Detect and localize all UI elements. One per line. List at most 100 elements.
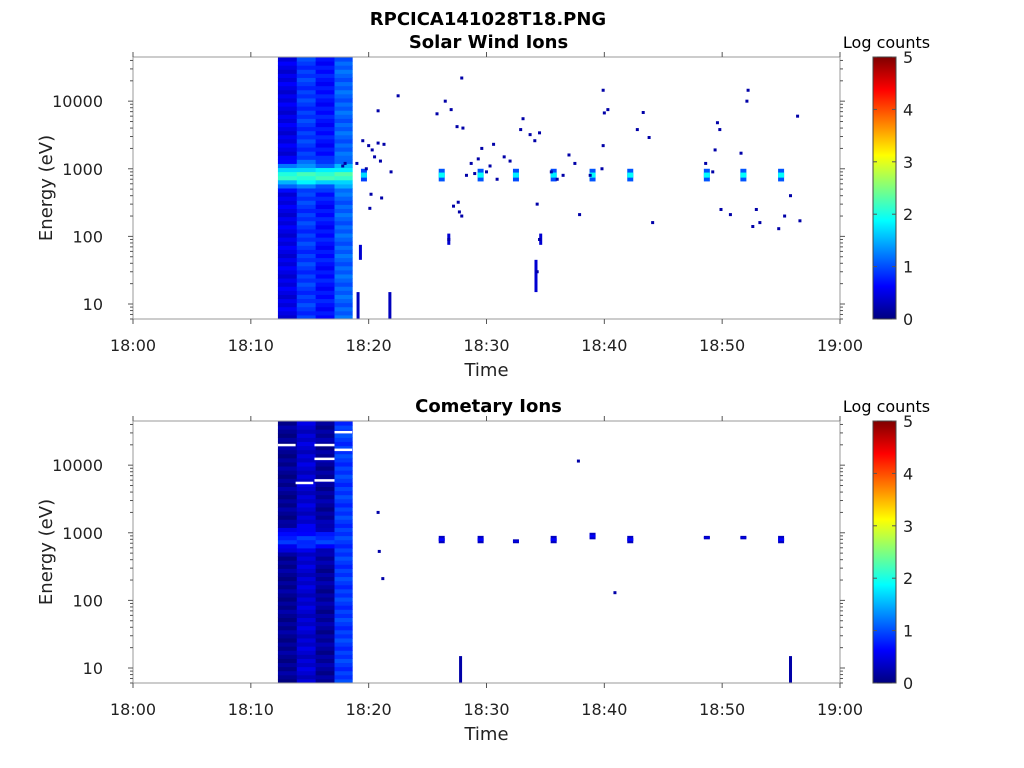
heatmap-cell bbox=[315, 220, 335, 226]
heatmap-cell bbox=[334, 633, 353, 639]
heatmap-cell bbox=[315, 175, 335, 181]
x-tick-label: 18:10 bbox=[228, 700, 274, 719]
heatmap-cell bbox=[296, 257, 317, 263]
y-tick-label: 10 bbox=[83, 295, 103, 314]
heatmap-cell bbox=[315, 114, 335, 119]
heatmap-cell bbox=[277, 200, 298, 205]
burst-cell bbox=[477, 172, 484, 178]
count-dot bbox=[746, 88, 750, 92]
heatmap-cell bbox=[277, 654, 298, 659]
heatmap-cell bbox=[315, 224, 335, 230]
x-tick-label: 18:30 bbox=[463, 700, 509, 719]
heatmap-cell bbox=[277, 637, 298, 643]
streak-cell bbox=[388, 292, 392, 319]
heatmap-cell bbox=[315, 118, 335, 123]
colorbar-tick-label: 0 bbox=[903, 310, 913, 329]
heatmap-cell bbox=[334, 531, 353, 537]
heatmap-cell bbox=[315, 200, 335, 205]
count-dot bbox=[473, 172, 477, 176]
heatmap-cell bbox=[315, 69, 335, 74]
heatmap-cell bbox=[296, 433, 317, 438]
heatmap-cell bbox=[277, 233, 298, 238]
heatmap-cell bbox=[277, 560, 298, 565]
burst-cell bbox=[360, 172, 367, 178]
heatmap-cell bbox=[334, 57, 353, 62]
heatmap-cell bbox=[334, 621, 353, 627]
heatmap-cell bbox=[296, 576, 317, 582]
heatmap-cell bbox=[334, 175, 353, 181]
heatmap-cell bbox=[315, 245, 335, 250]
heatmap-cell bbox=[315, 597, 335, 602]
heatmap-cell bbox=[334, 257, 353, 263]
heatmap-cell bbox=[315, 241, 335, 246]
colorbar-tick-label: 2 bbox=[903, 569, 913, 588]
heatmap-cell bbox=[334, 220, 353, 226]
count-dot bbox=[370, 148, 374, 152]
count-dot bbox=[538, 237, 542, 241]
heatmap-cell bbox=[315, 138, 335, 144]
heatmap-cell bbox=[315, 57, 335, 62]
burst-cell bbox=[438, 172, 445, 178]
heatmap-cell bbox=[277, 282, 298, 287]
heatmap-cell bbox=[277, 576, 298, 582]
heatmap-cell bbox=[334, 151, 353, 156]
heatmap-cell bbox=[315, 490, 335, 496]
heatmap-cell bbox=[315, 208, 335, 214]
spectrogram bbox=[277, 57, 802, 319]
heatmap-cell bbox=[277, 106, 298, 111]
heatmap-cell bbox=[277, 147, 298, 152]
heatmap-cell bbox=[296, 228, 317, 234]
count-dot bbox=[601, 88, 605, 92]
count-dot bbox=[435, 112, 439, 116]
heatmap-cell bbox=[277, 535, 298, 541]
heatmap-cell bbox=[277, 228, 298, 234]
heatmap-cell bbox=[277, 482, 298, 487]
heatmap-cell bbox=[296, 621, 317, 627]
x-tick-label: 18:20 bbox=[346, 700, 392, 719]
heatmap-cell bbox=[277, 110, 298, 115]
heatmap-cell bbox=[334, 421, 353, 426]
count-dot bbox=[492, 142, 496, 146]
heatmap-cell bbox=[277, 433, 298, 438]
heatmap-cell bbox=[334, 560, 353, 565]
count-dot bbox=[480, 146, 484, 150]
count-dot bbox=[452, 204, 456, 208]
heatmap-cell bbox=[277, 437, 298, 442]
heatmap-cell bbox=[296, 261, 317, 267]
heatmap-cell bbox=[277, 457, 298, 463]
cometary-ions-panel: 18:00 18:10 18:20 18:30 18:40 18:50 19:0010100… bbox=[36, 396, 930, 745]
heatmap-cell bbox=[334, 61, 353, 66]
heatmap-cell bbox=[296, 666, 317, 672]
heatmap-cell bbox=[277, 466, 298, 471]
x-tick-label: 18:40 bbox=[581, 336, 627, 355]
count-dot bbox=[443, 99, 447, 103]
heatmap-cell bbox=[334, 539, 353, 545]
count-dot bbox=[739, 151, 743, 155]
heatmap-cell bbox=[315, 613, 335, 618]
heatmap-cell bbox=[296, 633, 317, 639]
heatmap-cell bbox=[277, 310, 298, 316]
heatmap-cell bbox=[296, 674, 317, 680]
count-dot bbox=[455, 125, 459, 129]
streak-cell bbox=[356, 292, 360, 319]
heatmap-cell bbox=[296, 220, 317, 226]
heatmap-cell bbox=[296, 445, 317, 451]
count-dot bbox=[508, 159, 512, 163]
heatmap-cell bbox=[296, 511, 317, 516]
heatmap-cell bbox=[296, 629, 317, 635]
heatmap-cell bbox=[277, 155, 298, 160]
heatmap-cell bbox=[315, 126, 335, 132]
heatmap-cell bbox=[277, 527, 298, 533]
heatmap-cell bbox=[315, 642, 335, 647]
heatmap-cell bbox=[277, 69, 298, 74]
heatmap-cell bbox=[334, 637, 353, 643]
heatmap-cell bbox=[334, 650, 353, 655]
heatmap-cell bbox=[315, 89, 335, 95]
heatmap-cell bbox=[315, 605, 335, 610]
heatmap-cell bbox=[277, 302, 298, 308]
heatmap-cell bbox=[315, 474, 335, 479]
heatmap-cell bbox=[296, 650, 317, 655]
heatmap-cell bbox=[315, 457, 335, 463]
heatmap-cell bbox=[277, 192, 298, 197]
count-dot bbox=[602, 111, 606, 115]
